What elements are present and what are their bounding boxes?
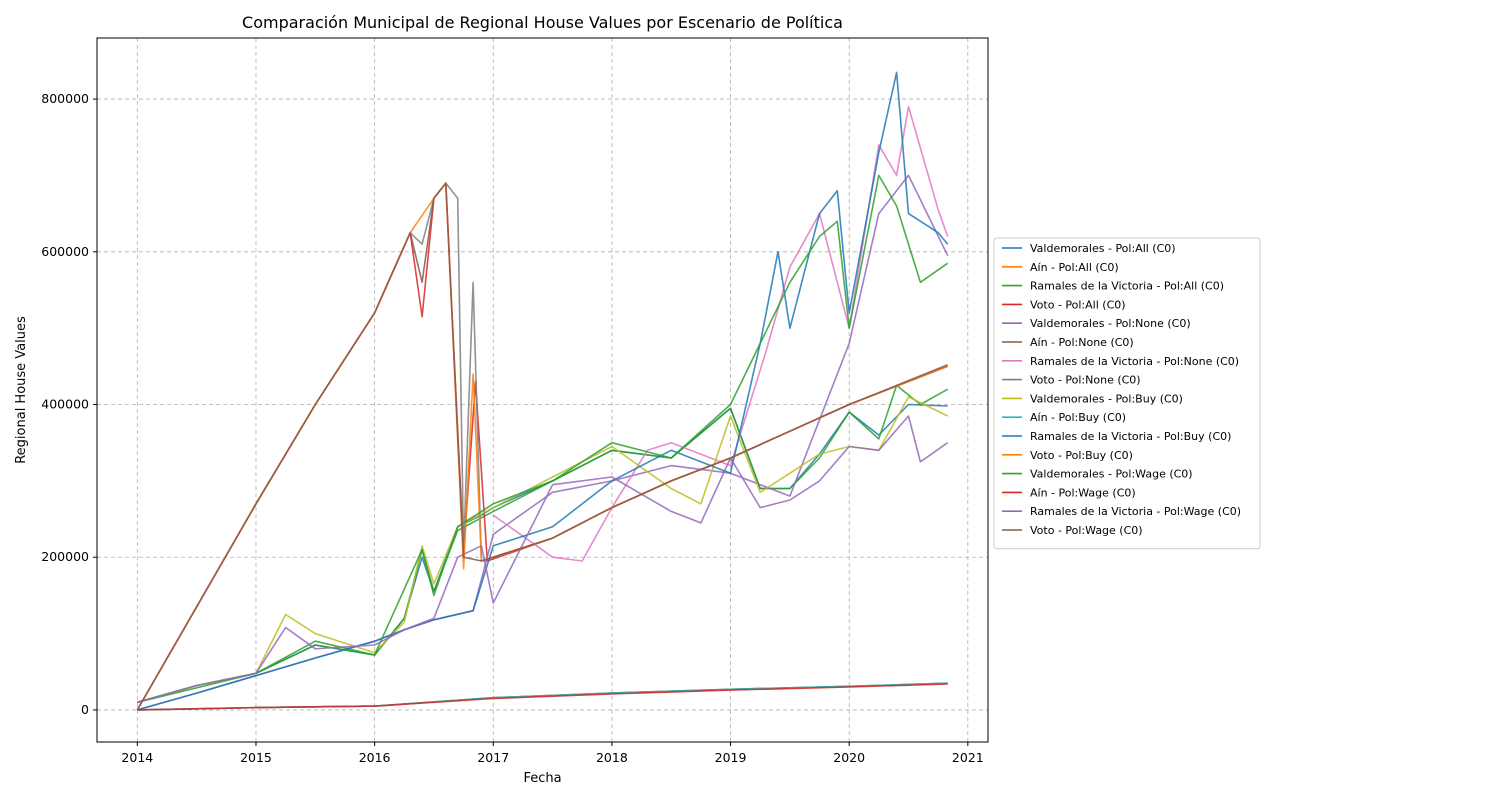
y-tick-label: 600000 — [41, 244, 89, 259]
series-line-4 — [137, 174, 949, 711]
legend-label: Voto - Pol:Buy (C0) — [1030, 449, 1133, 462]
series-line-14 — [137, 415, 949, 704]
ticks: 2014 2015 2016 2017 2018 2019 2020 2021 0 200000 4… — [41, 91, 983, 765]
y-tick-label: 200000 — [41, 549, 89, 564]
legend-label: Valdemorales - Pol:Wage (C0) — [1030, 468, 1193, 481]
chart-title: Comparación Municipal de Regional House … — [242, 13, 843, 32]
legend-label: Aín - Pol:Buy (C0) — [1030, 411, 1126, 424]
legend: Valdemorales - Pol:All (C0) Aín - Pol:All… — [993, 237, 1261, 550]
legend-label: Voto - Pol:Wage (C0) — [1030, 524, 1143, 537]
x-tick-label: 2014 — [121, 750, 153, 765]
legend-label: Aín - Pol:Wage (C0) — [1030, 486, 1136, 499]
x-tick-label: 2018 — [596, 750, 628, 765]
series-line-12 — [137, 174, 949, 704]
series-line-8 — [137, 396, 949, 704]
x-axis-title: Fecha — [523, 771, 561, 786]
x-tick-label: 2020 — [833, 750, 865, 765]
x-tick-label: 2015 — [240, 750, 272, 765]
x-tick-label: 2019 — [715, 750, 747, 765]
series-layer — [136, 71, 949, 711]
y-tick-label: 0 — [81, 702, 89, 717]
legend-label: Valdemorales - Pol:Buy (C0) — [1030, 392, 1183, 405]
x-tick-label: 2021 — [952, 750, 984, 765]
series-line-2 — [137, 384, 949, 704]
x-tick-label: 2016 — [359, 750, 391, 765]
legend-label: Aín - Pol:None (C0) — [1030, 336, 1134, 349]
series-line-10 — [137, 71, 949, 711]
legend-label: Valdemorales - Pol:All (C0) — [1030, 242, 1176, 255]
legend-label: Ramales de la Victoria - Pol:Buy (C0) — [1030, 430, 1231, 443]
x-tick-label: 2017 — [477, 750, 509, 765]
series-line-13 — [137, 683, 948, 711]
y-axis-title: Regional House Values — [14, 316, 29, 464]
series-line-6 — [492, 105, 949, 562]
legend-label: Ramales de la Victoria - Pol:Wage (C0) — [1030, 505, 1241, 518]
legend-label: Voto - Pol:All (C0) — [1030, 298, 1126, 311]
legend-label: Ramales de la Victoria - Pol:None (C0) — [1030, 355, 1239, 368]
y-tick-label: 400000 — [41, 397, 89, 412]
legend-label: Ramales de la Victoria - Pol:All (C0) — [1030, 280, 1224, 293]
legend-label: Voto - Pol:None (C0) — [1030, 374, 1141, 387]
y-tick-label: 800000 — [41, 91, 89, 106]
plot-frame — [96, 37, 989, 743]
legend-label: Valdemorales - Pol:None (C0) — [1030, 317, 1191, 330]
legend-label: Aín - Pol:All (C0) — [1030, 261, 1119, 274]
series-line-15 — [136, 182, 948, 711]
legend-box — [993, 237, 1261, 550]
grid — [97, 38, 988, 742]
